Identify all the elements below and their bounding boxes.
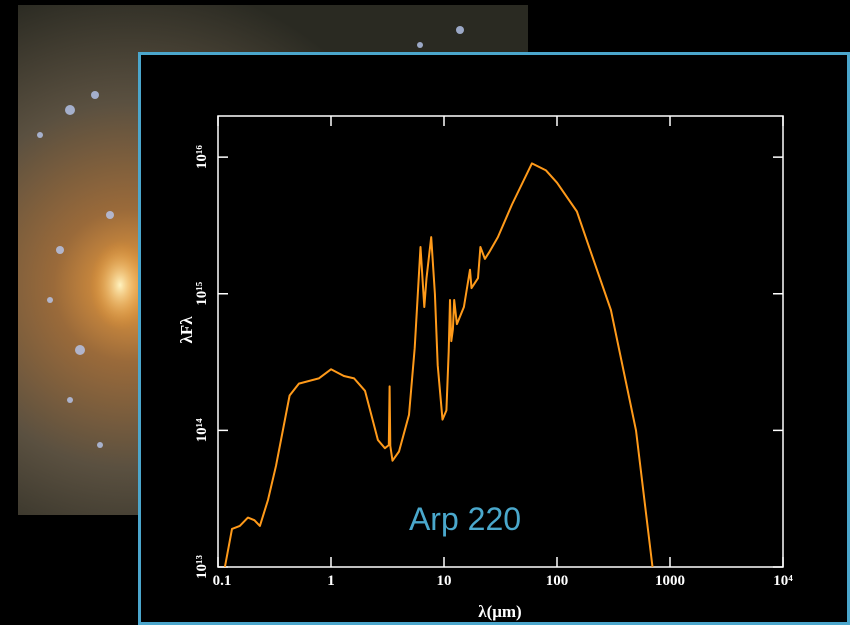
x-tick-label: 10⁴ <box>773 573 793 589</box>
annotation: Arp 220 <box>409 501 521 537</box>
chart-panel <box>140 54 849 624</box>
y-tick-label: 10¹⁴ <box>194 418 210 442</box>
y-tick-label: 10¹³ <box>194 555 210 579</box>
x-axis-label: λ(μm) <box>478 602 521 621</box>
y-tick-label: 10¹⁶ <box>194 145 210 169</box>
x-tick-label: 100 <box>546 573 569 589</box>
y-tick-label: 10¹⁵ <box>194 281 210 305</box>
x-tick-label: 1000 <box>655 573 685 589</box>
y-axis-label: λFλ <box>177 316 196 344</box>
x-tick-label: 0.1 <box>213 573 232 589</box>
x-tick-label: 10 <box>437 573 452 589</box>
slide: λ(μm) λFλ Arp 220 0.1 1 10 100 1000 10⁴ 10¹³ 10… <box>0 0 850 625</box>
x-tick-label: 1 <box>327 573 335 589</box>
